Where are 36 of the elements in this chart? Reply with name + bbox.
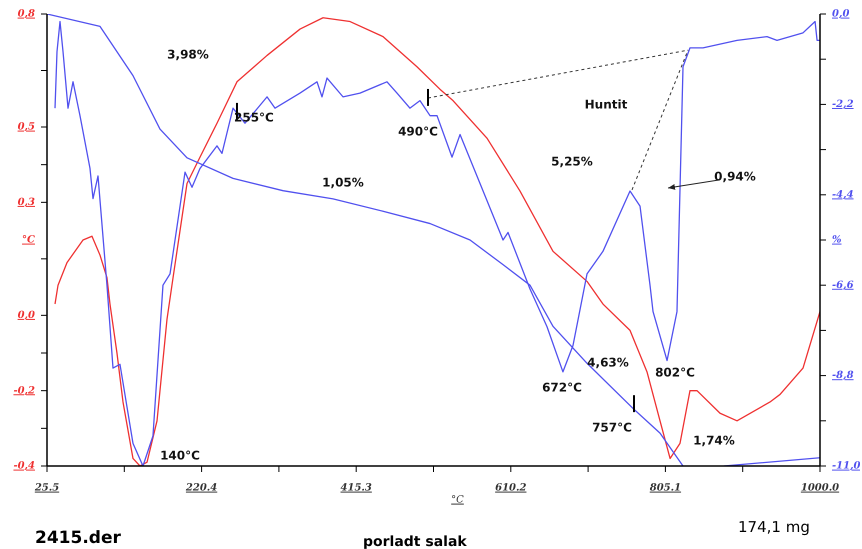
annotation: 1,05%	[322, 175, 364, 190]
y-tick-label: 0,8	[18, 8, 36, 20]
text: 174,1 mg	[738, 518, 810, 536]
y2-tick-label: -4,4	[832, 189, 854, 200]
annotation: 672°C	[542, 380, 582, 394]
text: 2415.der	[35, 528, 121, 548]
x-axis-title: °C	[451, 494, 464, 506]
y-tick-label: 0,0	[18, 310, 36, 321]
x-tick-label: 220.4	[184, 482, 218, 494]
annotation: 802°C	[655, 365, 696, 380]
y-tick-label: 0,5	[18, 122, 36, 133]
y2-tick-label: 0,0	[832, 8, 850, 20]
y2-tick-label: -8,8	[832, 370, 854, 382]
x-tick-label: 25.5	[34, 482, 60, 494]
x-tick-label: 415.3	[340, 482, 372, 494]
annotation: 140°C	[160, 448, 200, 462]
annotation: 5,25%	[551, 154, 593, 168]
y2-axis-title: %	[832, 234, 842, 246]
y2-tick-label: -6,6	[832, 280, 854, 291]
annotation: 490°C	[398, 124, 438, 138]
y-tick-label: 0,3	[18, 196, 36, 208]
annotation: Huntit	[584, 97, 628, 112]
annotation: 1,74%	[693, 433, 735, 448]
x-tick-label: 805.1	[648, 482, 682, 494]
x-tick-label: 1000.0	[800, 482, 840, 494]
annotation: 757°C	[592, 420, 632, 434]
y-axis-title: °C	[22, 234, 36, 246]
y2-tick-label: -11,0	[832, 460, 861, 472]
y-tick-label: -0,4	[13, 460, 36, 472]
x-tick-label: 610.2	[495, 482, 526, 494]
y2-tick-label: -2,2	[832, 98, 854, 110]
text: porladt salak	[363, 534, 467, 549]
annotation: 0,94%	[714, 169, 756, 184]
annotation: 4,63%	[587, 355, 629, 370]
annotation: 3,98%	[167, 47, 209, 62]
y-tick-label: -0,2	[13, 385, 36, 396]
